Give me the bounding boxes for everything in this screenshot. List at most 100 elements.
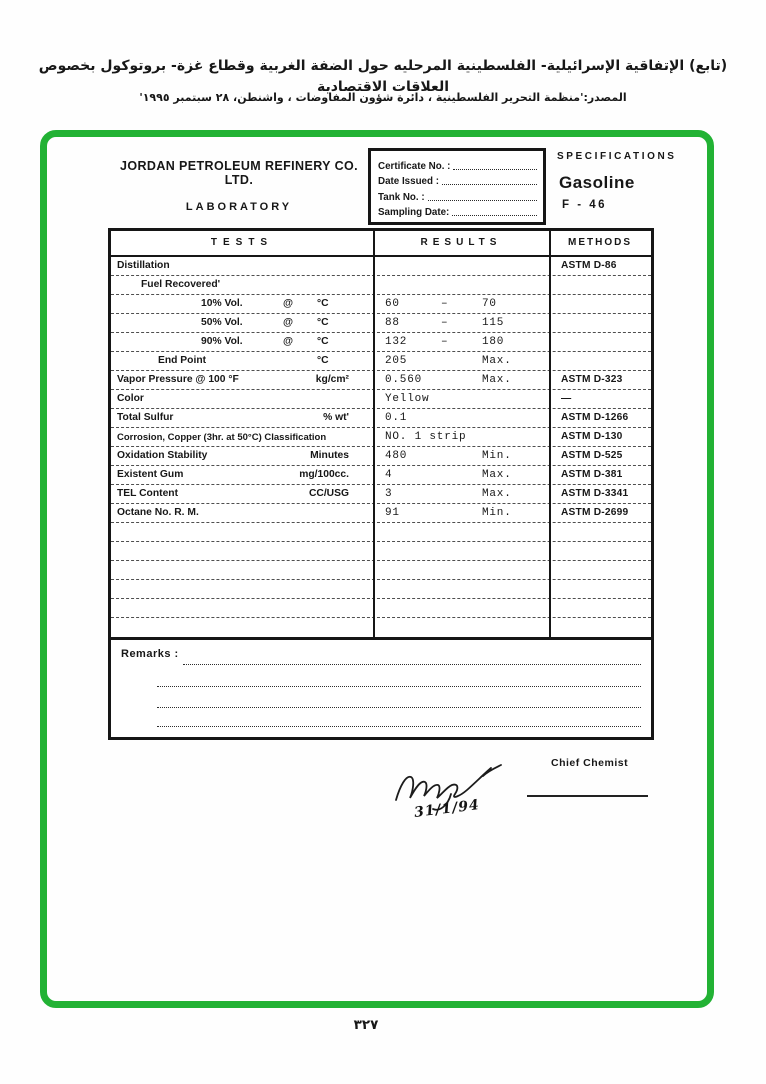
table-row: Existent Gum mg/100cc. 4 Max. ASTM D-381 bbox=[111, 466, 651, 485]
table-row: Corrosion, Copper (3hr. at 50°C) Classif… bbox=[111, 428, 651, 447]
column-divider bbox=[373, 231, 375, 637]
remarks-line bbox=[183, 664, 641, 665]
specifications-title: SPECIFICATIONS bbox=[557, 151, 677, 162]
test-unit: °C bbox=[317, 336, 329, 347]
result-value: Yellow bbox=[385, 393, 430, 405]
page-number: ٣٢٧ bbox=[353, 1017, 379, 1033]
product-name: Gasoline bbox=[559, 173, 635, 192]
green-highlight-frame bbox=[40, 130, 714, 1008]
result-value: 480 bbox=[385, 450, 408, 462]
empty-row bbox=[111, 599, 651, 618]
result-value: 60 bbox=[385, 298, 400, 310]
result-range-dash: – bbox=[441, 317, 449, 329]
remarks-section: Remarks : bbox=[111, 640, 651, 737]
result-value: 0.1 bbox=[385, 412, 408, 424]
remarks-label: Remarks : bbox=[121, 648, 179, 660]
table-row: TEL Content CC/USG 3 Max. ASTM D-3341 bbox=[111, 485, 651, 504]
certificate-box: Certificate No. : Date Issued : Tank No. :… bbox=[368, 148, 546, 225]
result-limit: 70 bbox=[482, 298, 497, 310]
arabic-source-line: المصدر:'منظمة التحرير الفلسطينية ، دائرة… bbox=[139, 91, 627, 104]
result-limit: Min. bbox=[482, 450, 512, 462]
test-name: Octane No. R. M. bbox=[117, 507, 199, 518]
test-unit: °C bbox=[317, 317, 329, 328]
test-name: Oxidation Stability bbox=[117, 450, 208, 461]
empty-row bbox=[111, 618, 651, 637]
test-method: ASTM D-2699 bbox=[561, 507, 629, 518]
test-method: ASTM D-130 bbox=[561, 431, 623, 442]
certificate-field-label: Date Issued : bbox=[378, 176, 439, 188]
empty-row bbox=[111, 580, 651, 599]
certificate-field-label: Sampling Date: bbox=[378, 206, 450, 218]
result-value: 0.560 bbox=[385, 374, 423, 386]
column-header-tests: TESTS bbox=[210, 237, 274, 248]
test-name: 50% Vol. bbox=[201, 317, 243, 328]
test-method: ASTM D-381 bbox=[561, 469, 623, 480]
handwritten-signature-scribble bbox=[395, 764, 502, 811]
test-unit: mg/100cc. bbox=[299, 469, 349, 480]
result-limit: Min. bbox=[482, 507, 512, 519]
result-limit: 180 bbox=[482, 336, 505, 348]
table-header-row: TESTS RESULTS METHODS bbox=[111, 231, 651, 257]
test-name: End Point bbox=[158, 355, 207, 366]
empty-row bbox=[111, 561, 651, 580]
product-grade: F - 46 bbox=[562, 199, 608, 211]
test-unit: kg/cm² bbox=[315, 374, 349, 385]
certificate-field: Sampling Date: bbox=[378, 203, 538, 218]
result-value: NO. 1 strip bbox=[385, 431, 467, 443]
test-name: Fuel Recovered' bbox=[141, 279, 221, 290]
test-unit: °C bbox=[317, 355, 329, 366]
test-method: ASTM D-525 bbox=[561, 450, 623, 461]
result-range-dash: – bbox=[441, 298, 449, 310]
result-value: 88 bbox=[385, 317, 400, 329]
test-name: Corrosion, Copper (3hr. at 50°C) Classif… bbox=[117, 432, 327, 443]
table-row: Distillation ASTM D-86 bbox=[111, 257, 651, 276]
table-row: End Point °C 205 Max. bbox=[111, 352, 651, 371]
test-unit: °C bbox=[317, 298, 329, 309]
certificate-field: Tank No. : bbox=[378, 188, 538, 203]
empty-row bbox=[111, 542, 651, 561]
certificate-field-label: Certificate No. : bbox=[378, 161, 451, 172]
test-name: 90% Vol. bbox=[201, 336, 243, 347]
result-limit: 115 bbox=[482, 317, 505, 329]
arabic-document-title: (تابع) الإتفاقية الإسرائيلية- الفلسطينية… bbox=[38, 58, 728, 95]
table-row: Octane No. R. M. 91 Min. ASTM D-2699 bbox=[111, 504, 651, 523]
remarks-line bbox=[157, 707, 641, 708]
remarks-line bbox=[157, 686, 641, 687]
test-name: Color bbox=[117, 393, 144, 404]
at-symbol: @ bbox=[283, 336, 294, 347]
test-method: — bbox=[561, 393, 572, 404]
results-table: TESTS RESULTS METHODS Distillation ASTM D… bbox=[108, 228, 654, 740]
table-row: Oxidation Stability Minutes 480 Min. ASTM D-… bbox=[111, 447, 651, 466]
table-row: Color Yellow — bbox=[111, 390, 651, 409]
test-name: Total Sulfur bbox=[117, 412, 174, 423]
test-method: ASTM D-1266 bbox=[561, 412, 629, 423]
section-divider bbox=[111, 637, 651, 640]
company-name: JORDAN PETROLEUM REFINERY CO. LTD. bbox=[119, 159, 358, 187]
result-limit: Max. bbox=[482, 374, 512, 386]
dotted-line bbox=[452, 214, 537, 216]
test-method: ASTM D-323 bbox=[561, 374, 623, 385]
table-row: Total Sulfur % wt' 0.1 ASTM D-1266 bbox=[111, 409, 651, 428]
result-limit: Max. bbox=[482, 469, 512, 481]
result-value: 132 bbox=[385, 336, 408, 348]
column-header-methods: METHODS bbox=[568, 237, 632, 248]
table-row: 90% Vol. @ °C 132 – 180 bbox=[111, 333, 651, 352]
table-row: 10% Vol. @ °C 60 – 70 bbox=[111, 295, 651, 314]
table-body: Distillation ASTM D-86 Fuel Recovered' 10% … bbox=[111, 257, 651, 523]
result-value: 4 bbox=[385, 469, 393, 481]
empty-row bbox=[111, 523, 651, 542]
empty-rows bbox=[111, 523, 651, 637]
chief-chemist-label: Chief Chemist bbox=[551, 757, 629, 769]
remarks-line bbox=[157, 726, 641, 727]
test-method: ASTM D-86 bbox=[561, 260, 617, 271]
test-method: ASTM D-3341 bbox=[561, 488, 629, 499]
table-row: Vapor Pressure @ 100 °F kg/cm² 0.560 Max. AS… bbox=[111, 371, 651, 390]
certificate-field-label: Tank No. : bbox=[378, 191, 425, 203]
department-label: LABORATORY bbox=[185, 201, 293, 213]
signature-line bbox=[527, 795, 648, 797]
dotted-line bbox=[427, 199, 537, 201]
test-name: Distillation bbox=[117, 260, 170, 271]
test-name: Vapor Pressure @ 100 °F bbox=[117, 374, 239, 385]
table-row: Fuel Recovered' bbox=[111, 276, 651, 295]
